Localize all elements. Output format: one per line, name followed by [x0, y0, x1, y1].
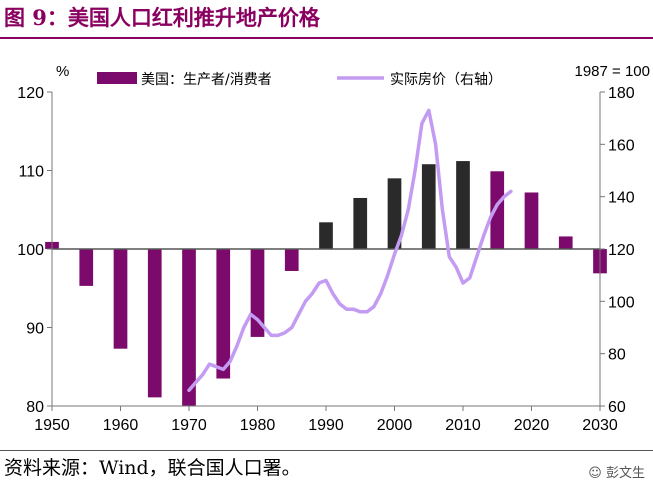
- left-tick-label: 80: [26, 399, 44, 416]
- bar-1975: [216, 249, 231, 379]
- bar-1985: [284, 249, 299, 271]
- bar-2020: [524, 192, 539, 249]
- left-tick-label: 110: [18, 164, 44, 181]
- right-tick-label: 160: [608, 137, 635, 154]
- x-tick-label: 2020: [514, 417, 550, 434]
- bar-2000: [387, 178, 402, 249]
- left-tick-label: 90: [26, 321, 44, 338]
- x-tick-label: 1990: [308, 417, 344, 434]
- right-tick-label: 100: [608, 294, 635, 311]
- footer-divider: [0, 450, 653, 451]
- legend-label-house-price: 实际房价（右轴）: [390, 72, 502, 88]
- source-note: 资料来源：Wind，联合国人口署。: [4, 457, 301, 479]
- bar-2010: [456, 161, 470, 249]
- x-tick-label: 1980: [240, 417, 276, 434]
- x-tick-label: 2010: [445, 417, 481, 434]
- bar-1970: [182, 249, 196, 406]
- left-axis-unit: %: [56, 63, 69, 80]
- right-tick-label: 120: [608, 242, 635, 259]
- legend: 美国：生产者/消费者 实际房价（右轴）: [97, 72, 502, 88]
- bar-1995: [353, 197, 368, 249]
- chart-canvas: 80 90 100 110 120 60 80 100 120 140 160 180 1950 1960…: [17, 63, 651, 434]
- bar-1965: [147, 249, 162, 398]
- bar-2025: [558, 236, 573, 249]
- bar-1955: [79, 249, 94, 286]
- watermark: ☺ 彭文生: [588, 462, 645, 481]
- right-tick-label: 60: [608, 399, 626, 416]
- right-tick-label: 80: [608, 347, 626, 364]
- bar-1960: [113, 249, 128, 349]
- bar-2015: [490, 171, 505, 249]
- right-tick-label: 140: [608, 190, 635, 207]
- x-tick-label: 1950: [34, 417, 70, 434]
- left-tick-label: 100: [17, 242, 44, 259]
- x-tick-label: 1970: [171, 417, 207, 434]
- legend-label-ratio: 美国：生产者/消费者: [141, 72, 272, 88]
- bar-1990: [319, 222, 333, 249]
- legend-swatch-ratio: [97, 72, 137, 84]
- title-divider: [0, 37, 653, 39]
- bar-2005: [421, 164, 436, 249]
- watermark-text: 彭文生: [605, 466, 645, 481]
- right-axis-unit: 1987 = 100: [575, 63, 651, 80]
- right-tick-label: 180: [608, 85, 635, 102]
- left-tick-label: 120: [17, 85, 44, 102]
- x-tick-label: 1960: [103, 417, 139, 434]
- x-tick-label: 2000: [377, 417, 413, 434]
- x-tick-label: 2030: [582, 417, 618, 434]
- chart-title: 图 9：美国人口红利推升地产价格: [4, 5, 320, 30]
- wechat-icon: ☺: [588, 466, 602, 481]
- house-price-line: [187, 108, 513, 393]
